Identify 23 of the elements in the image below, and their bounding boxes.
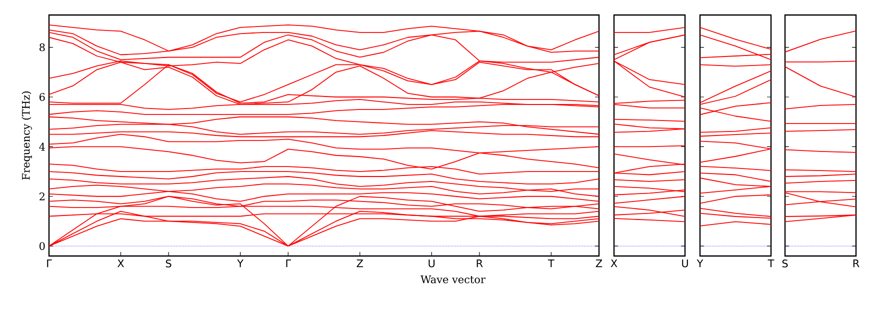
x-tick-label: Z	[356, 260, 363, 268]
y-tick-label: 8	[40, 43, 45, 52]
x-tick-label: R	[853, 260, 860, 268]
x-tick-label: Z	[596, 260, 602, 268]
x-tick-label: X	[117, 260, 124, 268]
x-tick-label: Γ	[47, 260, 52, 268]
x-tick-label: S	[782, 260, 788, 268]
x-tick-label: T	[548, 260, 554, 268]
x-tick-label: U	[682, 260, 688, 268]
x-tick-label: T	[768, 260, 774, 268]
x-tick-label: R	[476, 260, 483, 268]
y-tick-label: 2	[40, 192, 44, 200]
x-axis-title: Wave vector	[420, 276, 486, 284]
x-tick-label: U	[428, 260, 435, 268]
x-tick-label: Y	[237, 260, 244, 268]
y-tick-label: 6	[40, 93, 45, 101]
x-tick-label: Γ	[286, 260, 291, 268]
x-tick-label: S	[166, 260, 172, 268]
y-tick-label: 0	[40, 242, 45, 250]
x-tick-label: X	[610, 260, 618, 268]
y-axis-title: Frequency (THz)	[22, 92, 32, 180]
x-tick-label: Y	[696, 260, 704, 268]
y-tick-label: 4	[39, 142, 45, 151]
